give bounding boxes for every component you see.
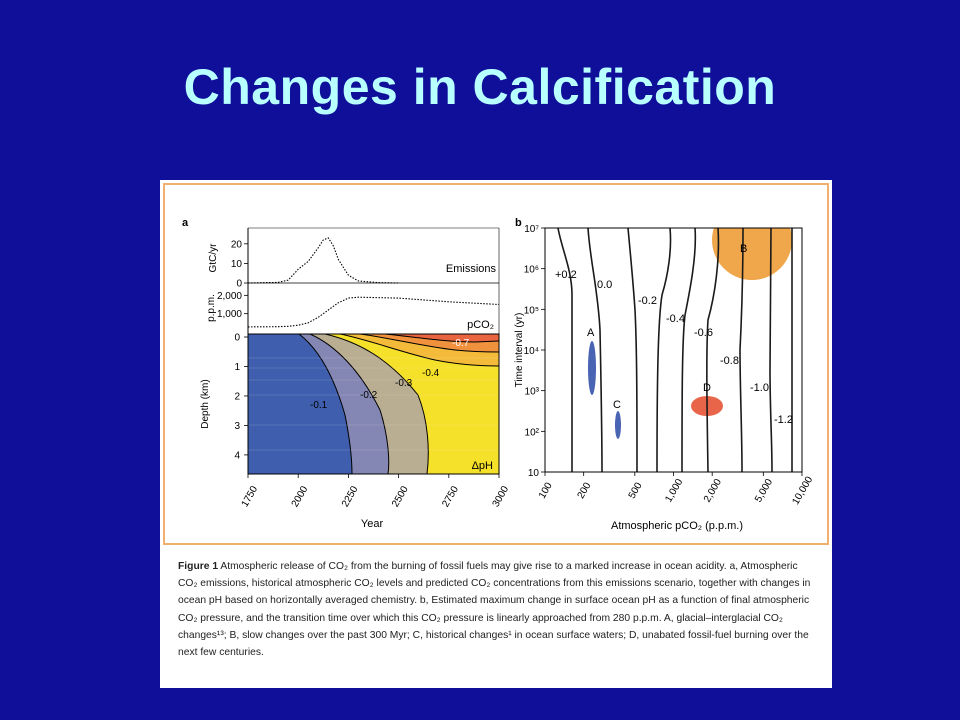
b-ytick-label: 10⁴ <box>524 346 539 357</box>
b-ytick-label: 10⁷ <box>524 224 539 235</box>
depth-ytick-label: 0 <box>234 333 240 344</box>
region-c-label: C <box>613 399 621 411</box>
contour-label-03: -0.3 <box>395 378 413 389</box>
b-ytick-label: 10⁵ <box>524 305 539 316</box>
pco2-plot: 1,000 2,000 p.p.m. pCO₂ <box>206 283 500 334</box>
emissions-ytick-label: 10 <box>231 259 243 270</box>
ph-depth-contour <box>248 334 499 474</box>
b-ytick-label: 10² <box>525 427 540 438</box>
contour-label-02: -0.2 <box>360 390 378 401</box>
panel-b-label: b <box>515 217 522 229</box>
year-xlabel: Year <box>361 518 384 530</box>
region-c-blob <box>615 411 621 439</box>
contour-label-04: -0.4 <box>422 368 440 379</box>
b-contour-label-08: -0.8 <box>720 355 739 367</box>
b-contour-label-12: -1.2 <box>774 414 793 426</box>
pco2-ytick-label: 1,000 <box>217 309 242 320</box>
region-b-blob <box>712 228 792 280</box>
delta-ph-label: ΔpH <box>472 460 493 472</box>
pco2-series-label: pCO₂ <box>467 319 494 331</box>
b-ytick-label: 10⁶ <box>524 265 539 276</box>
depth-ylabel: Depth (km) <box>200 379 211 428</box>
emissions-ytick-label: 20 <box>231 239 243 250</box>
pco2-ylabel: p.p.m. <box>206 294 217 322</box>
b-ytick-label: 10³ <box>525 387 540 398</box>
figure-image: a b 0 10 20 GtC/yr Emissions 1,000 2,000 p.… <box>160 180 832 688</box>
figure-caption: Figure 1 Atmospheric release of CO₂ from… <box>178 558 818 661</box>
pco2-ytick-label: 2,000 <box>217 291 242 302</box>
b-contour-label-00: 0.0 <box>597 279 612 291</box>
b-contour-label-plus02: +0.2 <box>555 269 577 281</box>
emissions-line <box>247 237 399 284</box>
region-b-label: B <box>740 243 747 255</box>
pco2-line <box>247 296 500 328</box>
contour-label-01: -0.1 <box>310 400 328 411</box>
emissions-series-label: Emissions <box>446 263 497 275</box>
depth-ytick-label: 3 <box>234 421 240 432</box>
depth-ytick-label: 4 <box>234 450 240 461</box>
b-ylabel: Time interval (yr) <box>514 313 525 388</box>
b-xlabel: Atmospheric pCO₂ (p.p.m.) <box>611 520 743 532</box>
b-contour-label-02: -0.2 <box>638 295 657 307</box>
depth-ytick-label: 2 <box>234 391 240 402</box>
region-a-label: A <box>587 327 595 339</box>
slide-title: Changes in Calcification <box>183 59 777 115</box>
region-a-blob <box>588 341 596 395</box>
emissions-ytick-label: 0 <box>236 279 242 290</box>
emissions-ylabel: GtC/yr <box>208 243 219 273</box>
b-contour-label-06: -0.6 <box>694 327 713 339</box>
b-ytick-label: 10 <box>528 468 540 479</box>
region-d-label: D <box>703 382 711 394</box>
caption-title: Figure 1 <box>178 561 219 572</box>
emissions-plot: 0 10 20 GtC/yr Emissions <box>208 227 500 290</box>
depth-ytick-label: 1 <box>234 362 240 373</box>
caption-text: Atmospheric release of CO₂ from the burn… <box>178 561 811 659</box>
b-contour-label-04: -0.4 <box>666 313 685 325</box>
b-contour-label-10: -1.0 <box>750 382 769 394</box>
panel-b-contour: 100 200 500 1,000 2,000 5,000 10,0001010²10³10… <box>514 224 815 532</box>
panel-a-label: a <box>182 217 189 229</box>
contour-label-07: -0.7 <box>452 338 470 349</box>
